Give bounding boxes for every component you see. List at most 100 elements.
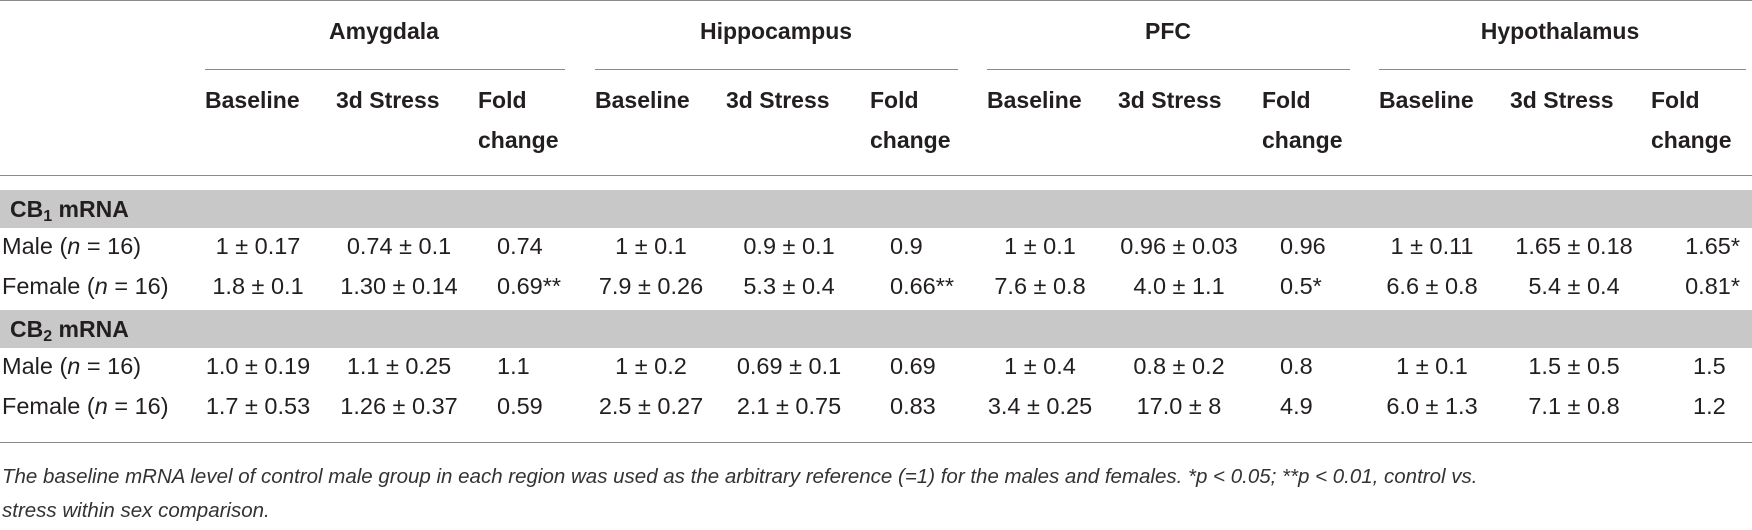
table-row: Male (n = 16) 1.0 ± 0.19 1.1 ± 0.25 1.1 … xyxy=(0,349,1752,389)
cell-hippocampus-fold: 0.9 xyxy=(890,233,923,259)
cell-hippocampus-baseline: 1 ± 0.1 xyxy=(615,233,687,259)
cell-hippocampus-fold: 0.83 xyxy=(890,393,936,419)
row-label-n: n xyxy=(94,393,108,419)
row-label-prefix: Male ( xyxy=(2,233,68,259)
subheader-baseline: Baseline xyxy=(987,87,1082,113)
section-label-sub: 2 xyxy=(43,328,53,345)
subheader-3d-stress: 3d Stress xyxy=(1118,87,1222,113)
row-label: Female (n = 16) xyxy=(2,393,169,420)
row-label-n: n xyxy=(94,273,108,299)
region-header-hippocampus: Hippocampus xyxy=(699,18,853,44)
cell-hippocampus-fold: 0.69 xyxy=(890,353,936,379)
subheader-baseline: Baseline xyxy=(595,87,690,113)
section-band-cb1 xyxy=(0,190,1752,228)
cell-amygdala-fold: 1.1 xyxy=(497,353,530,379)
cell-hypothalamus-stress: 5.4 ± 0.4 xyxy=(1528,273,1620,299)
table-row: Male (n = 16) 1 ± 0.17 0.74 ± 0.1 0.74 1… xyxy=(0,229,1752,269)
subheader-baseline: Baseline xyxy=(205,87,300,113)
row-label-n: n xyxy=(67,353,81,379)
cell-pfc-baseline: 7.6 ± 0.8 xyxy=(994,273,1086,299)
cell-hippocampus-baseline: 7.9 ± 0.26 xyxy=(598,273,704,299)
cell-hypothalamus-baseline: 1 ± 0.11 xyxy=(1390,233,1474,259)
row-label: Female (n = 16) xyxy=(2,273,169,300)
cell-hypothalamus-fold: 0.81* xyxy=(1685,273,1740,299)
table-footnote: The baseline mRNA level of control male … xyxy=(2,460,1477,528)
row-label-suffix: = 16) xyxy=(107,273,169,299)
subheader-3d-stress: 3d Stress xyxy=(336,87,440,113)
cell-amygdala-baseline: 1 ± 0.17 xyxy=(215,233,301,259)
fold-line1: Fold xyxy=(1262,87,1311,113)
group-rule-amygdala xyxy=(205,69,565,70)
cell-hypothalamus-stress: 1.5 ± 0.5 xyxy=(1528,353,1620,379)
table-row: Female (n = 16) 1.7 ± 0.53 1.26 ± 0.37 0… xyxy=(0,389,1752,429)
header-bottom-rule xyxy=(0,175,1752,176)
cell-hypothalamus-stress: 1.65 ± 0.18 xyxy=(1515,233,1633,259)
subheader-fold-change: Fold change xyxy=(870,80,951,160)
fold-line2: change xyxy=(478,127,559,153)
cell-hypothalamus-baseline: 6.0 ± 1.3 xyxy=(1386,393,1478,419)
cell-pfc-fold: 0.96 xyxy=(1280,233,1326,259)
cell-amygdala-baseline: 1.8 ± 0.1 xyxy=(212,273,304,299)
cell-pfc-fold: 0.5* xyxy=(1280,273,1322,299)
cell-pfc-baseline: 3.4 ± 0.25 xyxy=(987,393,1093,419)
group-rule-pfc xyxy=(987,69,1350,70)
fold-line2: change xyxy=(1262,127,1343,153)
cell-hippocampus-baseline: 1 ± 0.2 xyxy=(615,353,687,379)
row-label-suffix: = 16) xyxy=(80,353,142,379)
section-label-main: CB xyxy=(10,316,44,342)
cell-hippocampus-fold: 0.66** xyxy=(890,273,955,299)
cell-pfc-stress: 17.0 ± 8 xyxy=(1136,393,1222,419)
fold-line2: change xyxy=(870,127,951,153)
cell-amygdala-stress: 0.74 ± 0.1 xyxy=(346,233,452,259)
cell-hypothalamus-baseline: 1 ± 0.1 xyxy=(1396,353,1468,379)
fold-line2: change xyxy=(1651,127,1732,153)
cell-amygdala-fold: 0.69** xyxy=(497,273,562,299)
cell-pfc-stress: 0.96 ± 0.03 xyxy=(1120,233,1238,259)
row-label-suffix: = 16) xyxy=(107,393,169,419)
fold-line1: Fold xyxy=(478,87,527,113)
cell-pfc-baseline: 1 ± 0.4 xyxy=(1004,353,1076,379)
subheader-fold-change: Fold change xyxy=(1651,80,1732,160)
cell-pfc-baseline: 1 ± 0.1 xyxy=(1004,233,1076,259)
section-label-main: CB xyxy=(10,196,44,222)
row-label-prefix: Female ( xyxy=(2,273,95,299)
cell-hypothalamus-fold: 1.65* xyxy=(1685,233,1740,259)
group-rule-hypothalamus xyxy=(1379,69,1746,70)
table-top-rule xyxy=(0,0,1752,1)
footnote-line1: The baseline mRNA level of control male … xyxy=(2,465,1478,488)
cell-pfc-fold: 0.8 xyxy=(1280,353,1313,379)
region-header-hypothalamus: Hypothalamus xyxy=(1480,18,1640,44)
region-header-pfc: PFC xyxy=(1145,18,1191,44)
cell-amygdala-stress: 1.1 ± 0.25 xyxy=(346,353,452,379)
cell-hypothalamus-fold: 1.5 xyxy=(1693,353,1726,379)
table-row: Female (n = 16) 1.8 ± 0.1 1.30 ± 0.14 0.… xyxy=(0,269,1752,309)
cell-amygdala-baseline: 1.0 ± 0.19 xyxy=(205,353,311,379)
cell-pfc-stress: 4.0 ± 1.1 xyxy=(1133,273,1225,299)
subheader-3d-stress: 3d Stress xyxy=(726,87,830,113)
cell-hippocampus-stress: 0.9 ± 0.1 xyxy=(743,233,835,259)
footnote-line2: stress within sex comparison. xyxy=(2,499,270,522)
subheader-baseline: Baseline xyxy=(1379,87,1474,113)
fold-line1: Fold xyxy=(870,87,919,113)
section-label-cb1: CB1 mRNA xyxy=(10,196,129,226)
subheader-fold-change: Fold change xyxy=(1262,80,1343,160)
cell-amygdala-stress: 1.26 ± 0.37 xyxy=(340,393,458,419)
section-label-cb2: CB2 mRNA xyxy=(10,316,129,346)
cell-hypothalamus-fold: 1.2 xyxy=(1693,393,1726,419)
fold-line1: Fold xyxy=(1651,87,1700,113)
section-label-sub: 1 xyxy=(43,208,53,225)
cell-amygdala-baseline: 1.7 ± 0.53 xyxy=(205,393,311,419)
section-band-cb2 xyxy=(0,310,1752,348)
cell-pfc-stress: 0.8 ± 0.2 xyxy=(1133,353,1225,379)
cell-hypothalamus-baseline: 6.6 ± 0.8 xyxy=(1386,273,1478,299)
section-label-rest: mRNA xyxy=(52,196,129,222)
subheader-3d-stress: 3d Stress xyxy=(1510,87,1614,113)
row-label: Male (n = 16) xyxy=(2,353,141,380)
cell-hippocampus-stress: 2.1 ± 0.75 xyxy=(736,393,842,419)
cell-amygdala-fold: 0.74 xyxy=(497,233,543,259)
cell-hippocampus-baseline: 2.5 ± 0.27 xyxy=(598,393,704,419)
table-bottom-rule xyxy=(0,442,1752,443)
cell-hippocampus-stress: 5.3 ± 0.4 xyxy=(743,273,835,299)
cell-amygdala-stress: 1.30 ± 0.14 xyxy=(340,273,458,299)
section-label-rest: mRNA xyxy=(52,316,129,342)
